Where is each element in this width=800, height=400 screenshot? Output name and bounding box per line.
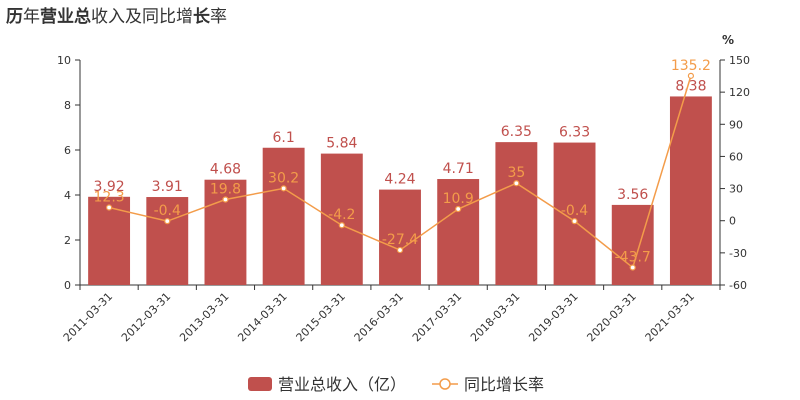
title-part-5: 长 [193,7,210,27]
x-tick-label: 2020-03-31 [584,290,638,344]
y-right-tick-label: -60 [729,279,747,292]
x-tick-label: 2017-03-31 [410,290,464,344]
growth-rate-point [455,205,462,213]
bar [437,179,480,285]
growth-rate-value-label: 35 [507,165,525,181]
growth-rate-point [571,218,578,225]
bar [379,189,421,285]
y-right-tick-label: -30 [729,247,747,260]
bar [262,147,305,285]
legend-line-label: 同比增长率 [464,375,544,394]
growth-rate-point [105,204,113,211]
bar-value-label: 3.56 [617,187,648,203]
y-right-tick-label: 90 [729,118,743,131]
bar-value-label: 6.1 [273,130,295,146]
growth-rate-value-label: 19.8 [210,182,241,198]
growth-rate-point [338,222,345,229]
x-tick-label: 2014-03-31 [235,290,289,344]
x-tick-label: 2013-03-31 [177,290,231,344]
growth-rate-value-label: -43.7 [615,250,651,266]
growth-rate-point [222,196,229,203]
bar [669,96,712,285]
growth-rate-point [513,180,520,187]
growth-rate-value-label: 30.2 [268,170,299,186]
y-left-tick-label: 8 [64,99,71,112]
title-part-6: 率 [210,7,227,27]
growth-rate-value-label: 135.2 [671,58,711,74]
y-right-tick-label: 60 [729,150,743,163]
y-left-tick-label: 2 [64,234,71,247]
title-part-3: 营业总 [40,7,91,27]
bar-value-label: 5.84 [326,136,357,152]
bar-value-label: 3.92 [94,179,125,195]
x-tick-label: 2019-03-31 [526,290,580,344]
growth-rate-point [629,264,636,271]
x-tick-label: 2021-03-31 [643,290,697,344]
growth-rate-point [280,185,287,192]
growth-rate-point [687,72,695,79]
growth-rate-point [396,246,404,254]
bar-value-label: 6.35 [501,124,532,140]
y-right-tick-label: 0 [729,215,736,228]
x-tick-label: 2015-03-31 [294,290,348,344]
growth-rate-value-label: 10.9 [443,191,474,207]
bar [320,153,363,285]
bar-value-label: 4.68 [210,162,241,178]
chart-title: 历年营业总收入及同比增长率 [6,2,227,27]
legend-line-marker [439,378,451,390]
legend-bar-label: 营业总收入（亿） [278,375,406,394]
y-right-tick-label: 150 [729,54,750,67]
bar-value-label: 6.33 [559,125,590,141]
growth-rate-value-label: -27.4 [382,232,418,248]
y-right-tick-label: 120 [729,86,750,99]
bar [553,142,596,285]
y-left-tick-label: 0 [64,279,71,292]
y-right-unit-label: % [722,33,734,47]
bar-value-label: 4.71 [443,161,474,177]
bar-value-label: 8.38 [675,78,706,94]
y-left-tick-label: 4 [64,189,71,202]
y-left-tick-label: 10 [57,54,71,67]
growth-rate-value-label: -0.4 [154,203,181,219]
y-right-tick-label: 30 [729,183,743,196]
bar-value-label: 4.24 [384,172,415,188]
bar [146,197,189,285]
bar [611,204,654,285]
bar [495,142,538,285]
growth-rate-value-label: 12.3 [94,190,125,206]
y-left-tick-label: 6 [64,144,71,157]
growth-rate-point [164,218,171,225]
title-part-4: 收入及同比增 [91,7,193,27]
title-part-2: 年 [23,7,40,27]
x-tick-label: 2018-03-31 [468,290,522,344]
bar-value-label: 3.91 [152,179,183,195]
x-tick-label: 2011-03-31 [61,290,115,344]
legend-bar-swatch [248,377,272,391]
x-tick-label: 2016-03-31 [352,290,406,344]
growth-rate-value-label: -4.2 [328,207,355,223]
x-tick-label: 2012-03-31 [119,290,173,344]
title-part-1: 历 [6,7,23,27]
growth-rate-value-label: -0.4 [561,203,588,219]
